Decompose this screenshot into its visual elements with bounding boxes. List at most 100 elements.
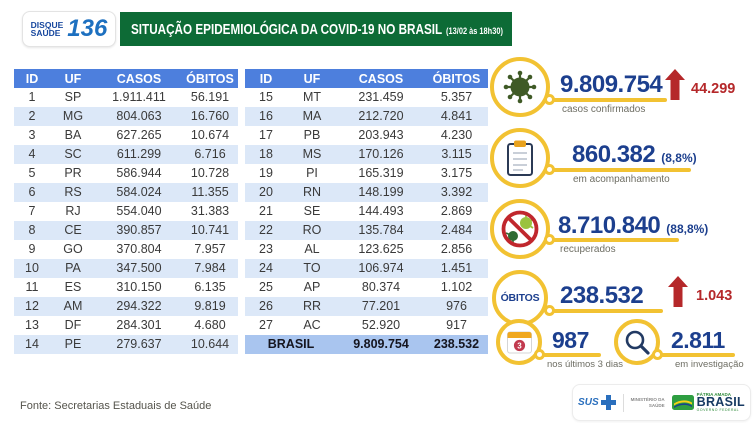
disque-saude-logo: DISQUE SAÚDE 136 [22, 11, 116, 47]
cell-obitos: 10.644 [190, 337, 230, 351]
cell-uf: RJ [65, 204, 81, 218]
cell-casos: 554.040 [116, 204, 162, 218]
cell-obitos: 6.135 [194, 280, 226, 294]
states-table-left: ID UF CASOS ÓBITOS 1 SP 1.911.411 56.191 2 MG… [14, 69, 238, 354]
cell-casos: 390.857 [116, 223, 162, 237]
cell-id: 5 [28, 166, 36, 180]
cell-id: 9 [28, 242, 36, 256]
cell-obitos: 1.451 [440, 261, 473, 275]
table-row: 6 RS 584.024 11.355 [14, 183, 238, 202]
table-row: 19 PI 165.319 3.175 [245, 164, 488, 183]
title-bar: SITUAÇÃO EPIDEMIOLÓGICA DA COVID-19 NO B… [120, 12, 512, 46]
column-header-casos: CASOS [337, 69, 425, 88]
cell-obitos: 5.357 [440, 90, 473, 104]
cell-obitos: 3.175 [440, 166, 473, 180]
cell-id: 20 [259, 185, 273, 199]
cell-casos: 106.974 [358, 261, 404, 275]
sus-label: SUS [578, 397, 599, 408]
monitoring-percent: (8,8%) [661, 151, 697, 165]
cell-id: 13 [25, 318, 39, 332]
cell-casos: 135.784 [358, 223, 404, 237]
investigation-value: 2.811 [671, 327, 725, 353]
donut-marker [534, 349, 545, 360]
column-header-casos: CASOS [96, 69, 182, 88]
table-row: 12 AM 294.322 9.819 [14, 297, 238, 316]
column-header-uf: UF [287, 69, 337, 88]
sus-logo: SUS [578, 395, 616, 410]
donut-marker [652, 349, 663, 360]
table-header-row: ID UF CASOS ÓBITOS [245, 69, 488, 88]
cell-uf: PR [64, 166, 82, 180]
cell-casos: 284.301 [116, 318, 162, 332]
cell-id: 18 [259, 147, 273, 161]
deaths-badge-label: ÓBITOS [500, 292, 540, 304]
magnifier-icon [625, 330, 650, 355]
table-row: 22 RO 135.784 2.484 [245, 221, 488, 240]
cell-casos: 144.493 [358, 204, 404, 218]
cell-uf: MS [302, 147, 322, 161]
cell-obitos: 3.115 [441, 147, 472, 161]
table-header-row: ID UF CASOS ÓBITOS [14, 69, 238, 88]
cell-obitos: 31.383 [190, 204, 230, 218]
cell-id: 2 [28, 109, 36, 123]
svg-text:3: 3 [517, 341, 522, 350]
donut-marker [544, 94, 555, 105]
confirmed-cases-delta: 44.299 [691, 81, 736, 97]
table-row: 14 PE 279.637 10.644 [14, 335, 238, 354]
recovered-percent: (88,8%) [666, 222, 709, 236]
cell-uf: MG [62, 109, 84, 123]
cell-uf: RS [64, 185, 82, 199]
cell-obitos: 7.984 [194, 261, 226, 275]
cell-id: 10 [25, 261, 39, 275]
table-row: 2 MG 804.063 16.760 [14, 107, 238, 126]
underline [652, 349, 735, 360]
cell-casos: 310.150 [116, 280, 162, 294]
column-header-id: ID [14, 69, 50, 88]
monitoring-badge [490, 128, 550, 188]
page-title: SITUAÇÃO EPIDEMIOLÓGICA DA COVID-19 NO B… [131, 20, 443, 38]
table-row: 24 TO 106.974 1.451 [245, 259, 488, 278]
cell-casos: 294.322 [116, 299, 162, 313]
table-row: 17 PB 203.943 4.230 [245, 126, 488, 145]
source-note: Fonte: Secretarias Estaduais de Saúde [20, 400, 212, 412]
recovered-badge [490, 199, 550, 259]
cell-casos: 1.911.411 [112, 90, 166, 104]
logo-divider [622, 393, 624, 412]
cell-obitos: 2.484 [440, 223, 473, 237]
deaths-badge: ÓBITOS [492, 270, 548, 326]
table-row: 15 MT 231.459 5.357 [245, 88, 488, 107]
table-row: 21 SE 144.493 2.869 [245, 202, 488, 221]
cell-id: 21 [259, 204, 273, 218]
table-row: 25 AP 80.374 1.102 [245, 278, 488, 297]
cell-casos: 370.804 [116, 242, 162, 256]
cell-obitos: 10.674 [190, 128, 230, 142]
ministry-label: MINISTÉRIO DA SAÚDE [630, 397, 665, 408]
cell-id: 15 [259, 90, 273, 104]
cell-casos: 586.944 [116, 166, 162, 180]
monitoring-value: 860.382 (8,8%) [572, 141, 697, 168]
confirmed-cases-badge [490, 57, 550, 117]
cell-id: 14 [25, 337, 39, 351]
cell-uf: AP [303, 280, 321, 294]
column-header-obitos: ÓBITOS [425, 69, 488, 88]
cell-obitos: 4.680 [194, 318, 226, 332]
cell-casos: 231.459 [358, 90, 404, 104]
cell-obitos: 1.102 [440, 280, 473, 294]
cell-id: 1 [28, 90, 36, 104]
cell-id: 7 [28, 204, 36, 218]
cell-uf: BA [64, 128, 82, 142]
table-row: 7 RJ 554.040 31.383 [14, 202, 238, 221]
brasil-total-row: BRASIL 9.809.754 238.532 [245, 335, 488, 354]
deaths-delta: 1.043 [696, 288, 733, 304]
cell-uf: CE [64, 223, 82, 237]
donut-marker [544, 305, 555, 316]
monitoring-label: em acompanhamento [573, 174, 670, 185]
cell-obitos: 4.230 [440, 128, 473, 142]
cell-obitos: 11.355 [191, 185, 229, 199]
cell-casos: 627.265 [116, 128, 162, 142]
cell-casos: 80.374 [361, 280, 401, 294]
cell-casos: 170.126 [358, 147, 404, 161]
table-row: 18 MS 170.126 3.115 [245, 145, 488, 164]
cell-uf: GO [63, 242, 83, 256]
